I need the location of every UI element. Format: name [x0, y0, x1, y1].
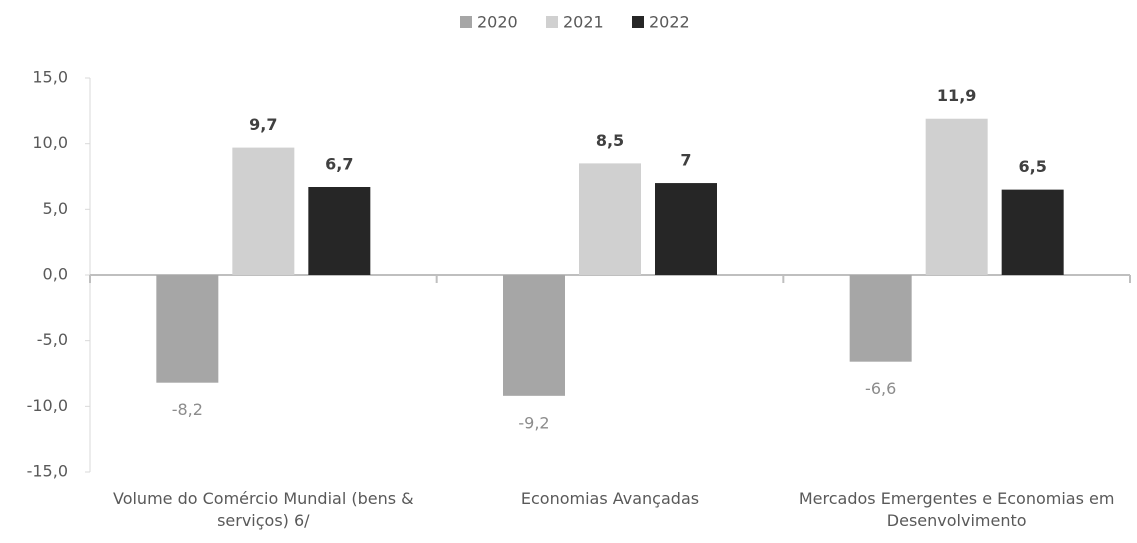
legend-label: 2022	[649, 13, 690, 32]
bar	[156, 275, 219, 383]
bar	[655, 183, 717, 275]
legend-marker	[546, 16, 558, 28]
data-label: -9,2	[518, 413, 549, 432]
y-tick-label: 15,0	[32, 68, 68, 87]
legend-marker	[460, 16, 472, 28]
y-tick-label: -10,0	[27, 396, 68, 415]
bar	[1001, 189, 1064, 275]
x-tick-label: Volume do Comércio Mundial (bens & servi…	[112, 489, 414, 530]
data-label: 11,9	[937, 86, 976, 105]
bar	[232, 147, 295, 275]
y-tick-label: -5,0	[37, 330, 68, 349]
bar	[579, 163, 641, 275]
legend-marker	[632, 16, 644, 28]
legend-label: 2021	[563, 13, 604, 32]
data-label: -6,6	[865, 379, 896, 398]
legend-label: 2020	[477, 13, 518, 32]
y-tick-label: 0,0	[43, 265, 68, 284]
x-tick-label: Economias Avançadas	[520, 489, 700, 508]
bar	[503, 275, 565, 396]
data-label: 9,7	[249, 115, 277, 134]
data-label: 6,7	[325, 155, 353, 174]
x-tick-label: Mercados Emergentes e Economias em Desen…	[798, 489, 1115, 530]
data-label: -8,2	[172, 400, 203, 419]
y-tick-label: 10,0	[32, 133, 68, 152]
data-label: 6,5	[1018, 157, 1046, 176]
bar	[925, 118, 988, 275]
data-label: 7	[680, 151, 691, 170]
y-tick-label: -15,0	[27, 462, 68, 481]
bar	[849, 275, 912, 362]
data-label: 8,5	[596, 131, 624, 150]
bar	[308, 187, 371, 275]
y-tick-label: 5,0	[43, 199, 68, 218]
